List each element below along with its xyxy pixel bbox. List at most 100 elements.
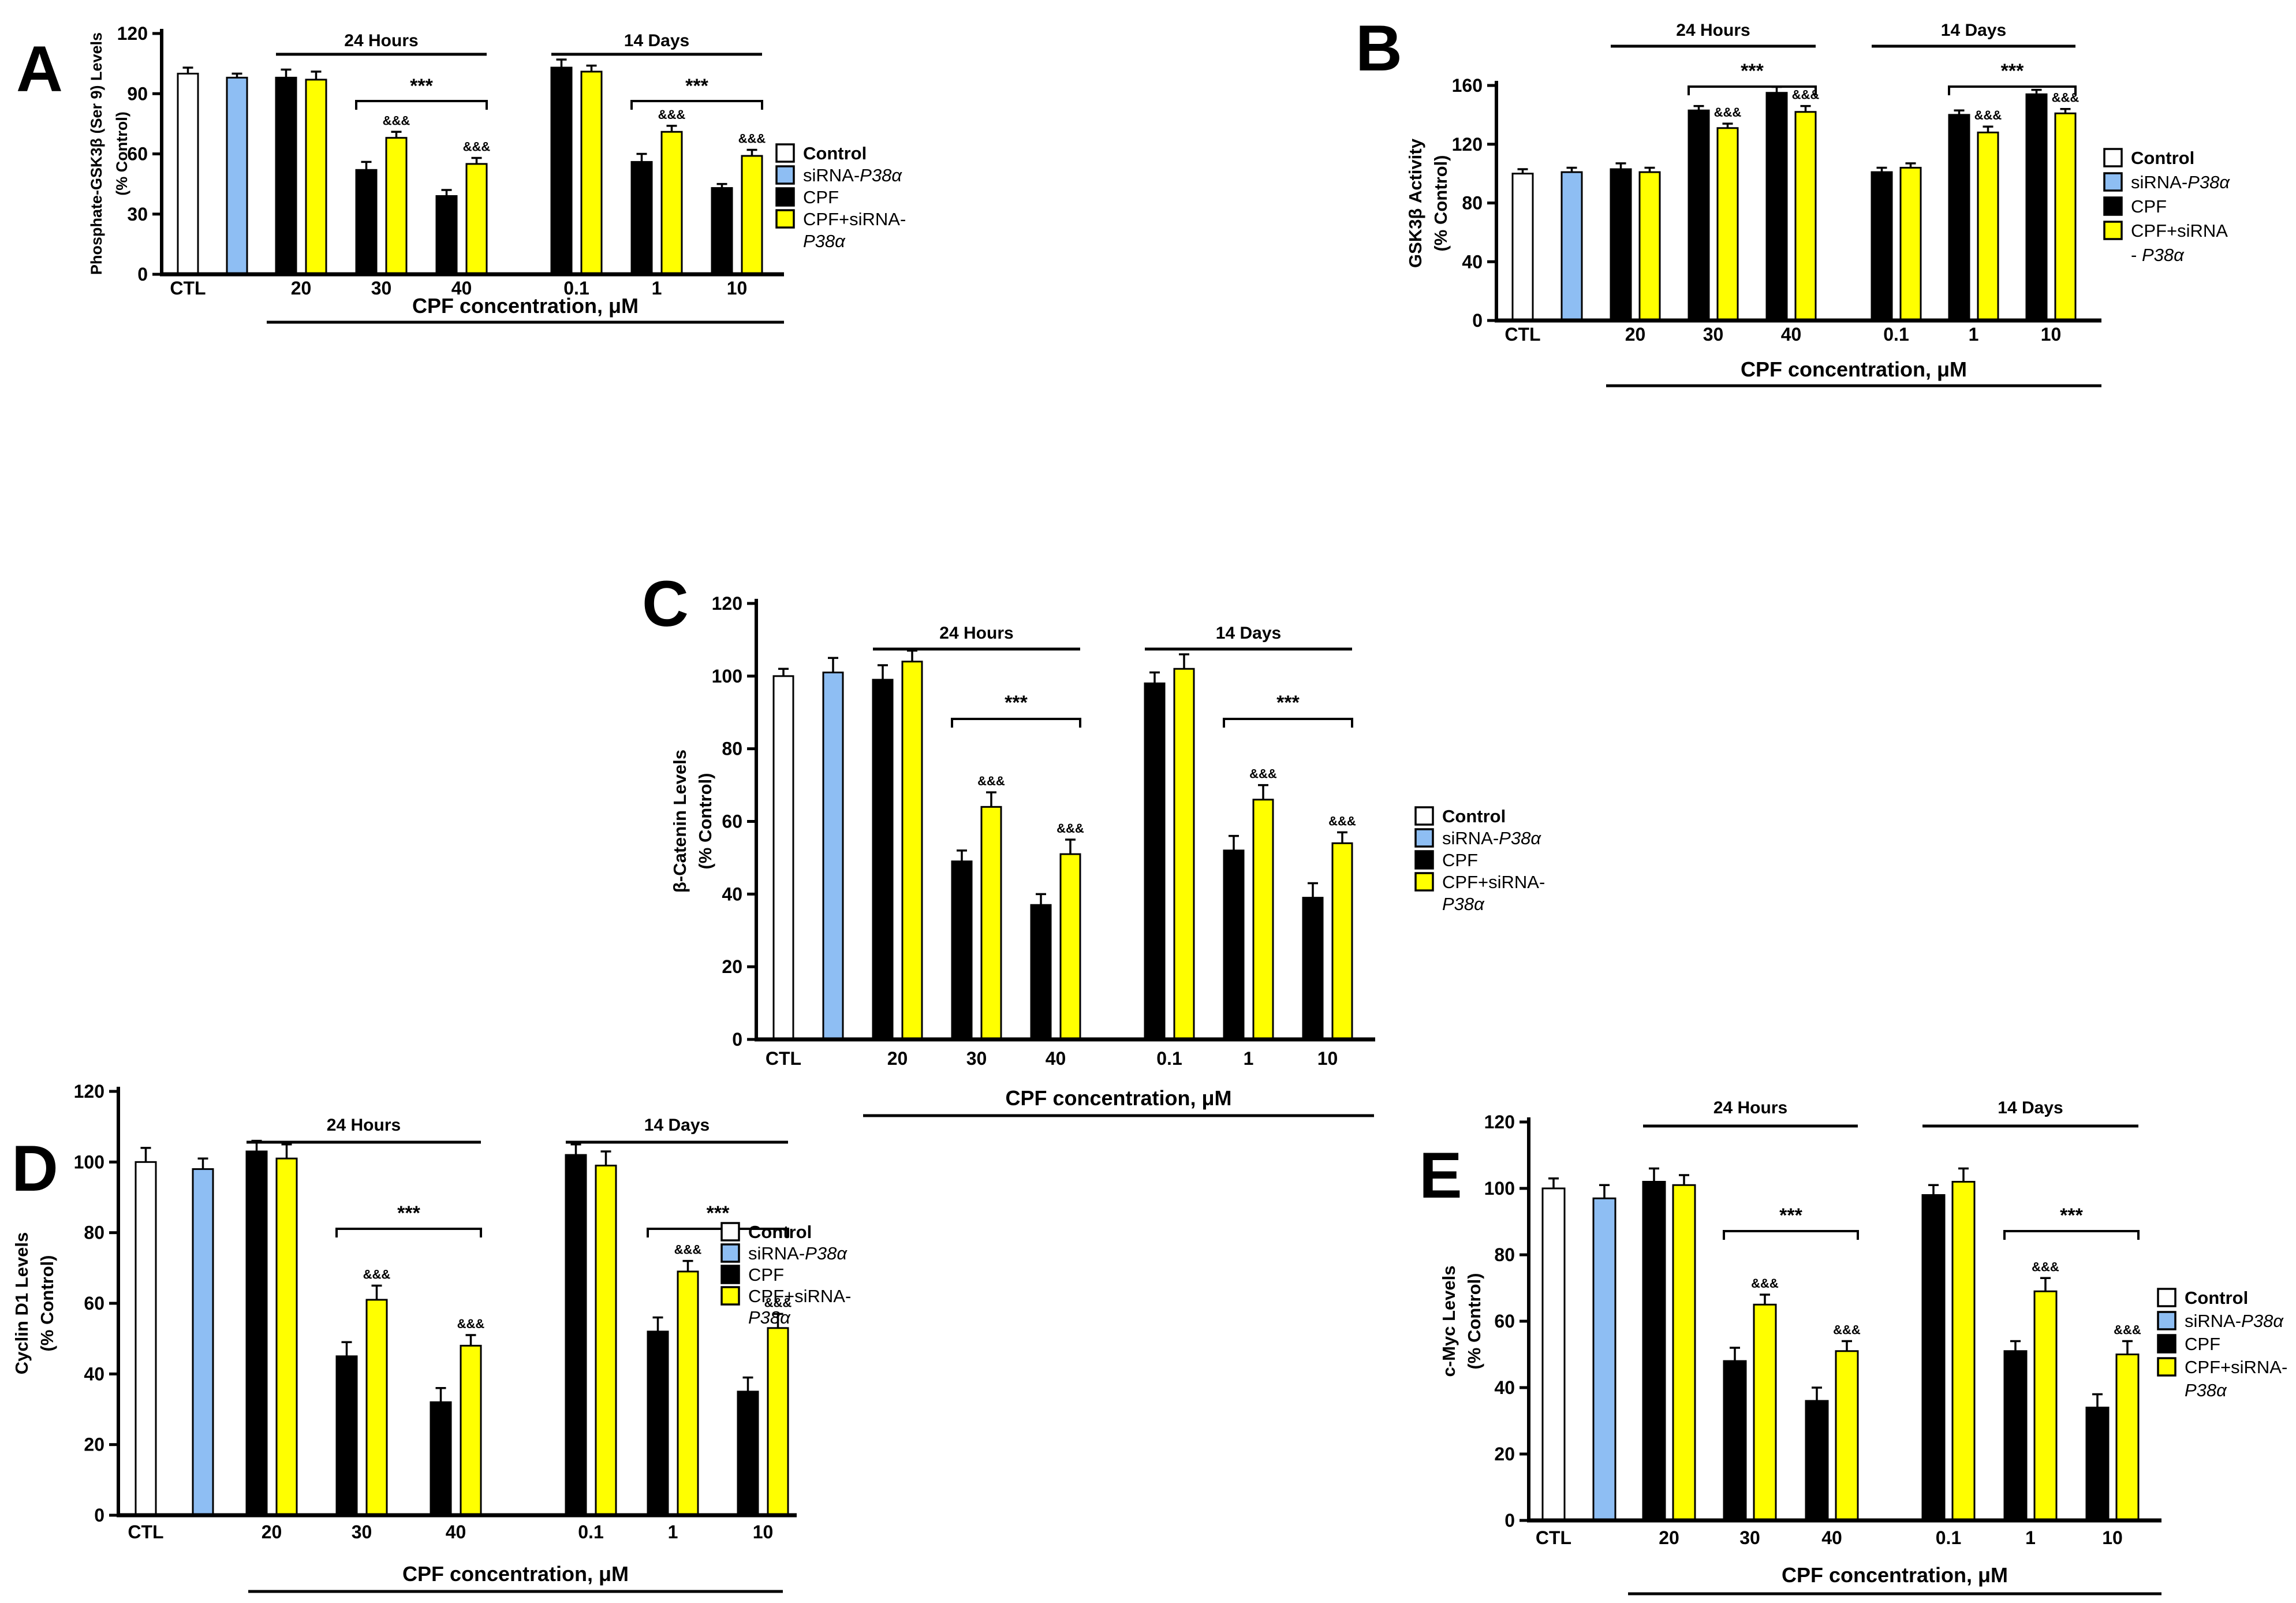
- bar-cpf-20: [275, 76, 297, 275]
- legend-label-1: siRNA-P38α: [1442, 828, 1541, 848]
- bar-cpf-30: [355, 169, 378, 275]
- x-label-ctl: CTL: [766, 1048, 801, 1069]
- annotation-1: &&&: [1249, 767, 1277, 781]
- panel-c: &&& &&& &&& &&& 0 20 40 60 80 100 120 CTL 20 30 40 0.1 1…: [642, 568, 1545, 1117]
- y-tick-label: 120: [74, 1081, 104, 1102]
- legend-label-3: CPF+siRNA-: [2185, 1357, 2287, 1377]
- bar-cpf-10: [1302, 897, 1324, 1041]
- y-tick-label: 120: [1484, 1112, 1515, 1132]
- x-label-20: 20: [1659, 1527, 1679, 1548]
- y-tick-label: 100: [712, 666, 742, 687]
- annotation-1: &&&: [658, 107, 686, 122]
- bar-cpf-sirna-1: [1252, 799, 1274, 1041]
- y-tick-label: 160: [1452, 75, 1483, 96]
- sig-stars: ***: [1276, 692, 1300, 714]
- bar-cpf-1: [630, 161, 653, 275]
- y-tick-label: 30: [127, 204, 148, 225]
- legend-label-2: CPF: [748, 1265, 784, 1285]
- x-label-20: 20: [887, 1048, 908, 1069]
- bar-cpf-30: [1723, 1360, 1747, 1522]
- y-tick-label: 0: [94, 1505, 104, 1526]
- y-tick-label: 60: [722, 811, 742, 832]
- annotation-10: &&&: [738, 132, 766, 146]
- bar-cpf-40: [430, 1401, 452, 1516]
- annotation-40: &&&: [1056, 821, 1084, 836]
- bar-cpf-sirna-0.1: [595, 1164, 617, 1516]
- x-label-0.1: 0.1: [578, 1522, 603, 1542]
- y-tick-label: 120: [117, 23, 148, 44]
- y-tick-label: 40: [1462, 251, 1483, 272]
- legend-swatch-0: [720, 1222, 740, 1242]
- bar-cpf-0.1: [1871, 171, 1893, 322]
- legend-label-1: siRNA-P38α: [803, 165, 902, 185]
- x-axis-title: CPF concentration, μM: [402, 1562, 629, 1586]
- y-tick-label: 40: [1494, 1377, 1515, 1398]
- bar-cpf-sirna-10: [741, 155, 763, 275]
- y-tick-label: 100: [74, 1151, 104, 1172]
- legend-label-2: CPF: [2185, 1334, 2220, 1354]
- x-label-10: 10: [753, 1522, 774, 1542]
- x-label-40: 40: [446, 1522, 466, 1542]
- x-label-40: 40: [1046, 1048, 1066, 1069]
- legend-swatch-3: [775, 209, 795, 229]
- bar-control: [135, 1161, 157, 1516]
- y-tick-label: 40: [722, 883, 742, 904]
- x-axis-title: CPF concentration, μM: [1782, 1563, 2008, 1587]
- y-tick-label: 20: [1494, 1444, 1515, 1464]
- x-label-30: 30: [966, 1048, 987, 1069]
- x-label-0.1: 0.1: [1883, 324, 1909, 345]
- bar-cpf-20: [245, 1150, 268, 1516]
- sig-stars: ***: [2060, 1205, 2083, 1227]
- y-axis-title-line2: (% Control): [695, 773, 715, 869]
- legend-label-3: CPF+siRNA: [2131, 221, 2228, 241]
- bar-cpf-1: [2003, 1350, 2028, 1522]
- annotation-10: &&&: [2114, 1323, 2141, 1337]
- bar-cpf-sirna-30: [365, 1299, 388, 1516]
- legend-label-3: P38α: [803, 231, 846, 251]
- sig-bracket: [951, 718, 1081, 728]
- bar-cpf-40: [1030, 904, 1052, 1041]
- legend-swatch-2: [775, 187, 795, 207]
- bar-cpf-1: [1948, 114, 1970, 322]
- y-axis-title-line2: (% Control): [37, 1255, 57, 1351]
- annotation-30: &&&: [383, 113, 410, 128]
- annotation-30: &&&: [1714, 105, 1742, 120]
- legend-swatch-2: [2157, 1334, 2176, 1354]
- x-label-1: 1: [2025, 1527, 2036, 1548]
- sig-stars: ***: [685, 75, 708, 97]
- x-label-1: 1: [668, 1522, 678, 1542]
- bar-sirna-p38a: [226, 76, 248, 275]
- x-label-40: 40: [1821, 1527, 1842, 1548]
- x-label-0.1: 0.1: [563, 278, 589, 299]
- annotation-10: &&&: [764, 1295, 792, 1310]
- x-label-40: 40: [1781, 324, 1802, 345]
- annotation-30: &&&: [1751, 1276, 1779, 1291]
- bar-cpf-10: [2085, 1407, 2110, 1522]
- bar-cpf-1: [647, 1330, 669, 1516]
- x-label-10: 10: [2102, 1527, 2123, 1548]
- y-tick-label: 20: [722, 956, 742, 977]
- legend-label-2: CPF: [2131, 196, 2167, 217]
- bar-cpf-sirna-40: [460, 1344, 482, 1516]
- bar-cpf-30: [951, 860, 973, 1041]
- bar-sirna-p38a: [1560, 171, 1583, 322]
- section-header-14days: 14 Days: [624, 31, 689, 50]
- section-header-24hours: 24 Hours: [1676, 21, 1750, 40]
- x-label-10: 10: [1317, 1048, 1338, 1069]
- bar-cpf-1: [1223, 849, 1245, 1041]
- sig-bracket: [335, 1228, 482, 1237]
- legend-label-3: CPF+siRNA-: [748, 1286, 851, 1306]
- legend-label-3: P38α: [2185, 1380, 2227, 1400]
- y-tick-label: 0: [1472, 310, 1483, 331]
- panel-e: &&& &&& &&& &&& 0 20 40 60 80 100 120 CTL 20 30 40 0.1 1…: [1419, 1098, 2287, 1595]
- legend-swatch-1: [720, 1243, 740, 1263]
- x-label-0.1: 0.1: [1156, 1048, 1182, 1069]
- section-header-24hours: 24 Hours: [1713, 1098, 1787, 1117]
- bar-cpf-sirna-40: [1059, 853, 1081, 1041]
- bar-cpf-sirna-1: [660, 131, 683, 275]
- x-label-1: 1: [1969, 324, 1979, 345]
- y-axis-title-line1: Cyclin D1 Levels: [12, 1232, 32, 1374]
- annotation-40: &&&: [463, 139, 491, 154]
- sig-bracket: [647, 1228, 789, 1237]
